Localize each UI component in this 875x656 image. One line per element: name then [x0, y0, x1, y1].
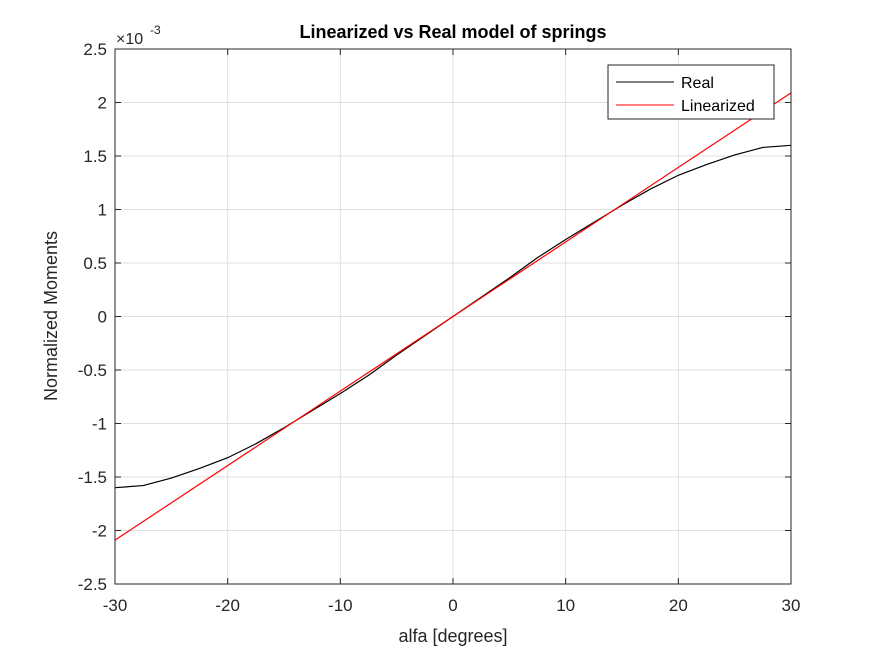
y-exponent: ×10 -3	[116, 23, 161, 48]
ticks: -30 -20 -10 0 10 20 30 -2.5 -2 -1.5 -1 -0.5 0 0.5 1 1.5…	[78, 40, 801, 615]
x-tick-label: -10	[328, 596, 353, 615]
y-tick-label: -0.5	[78, 361, 107, 380]
y-tick-label: -1.5	[78, 468, 107, 487]
x-axis-label: alfa [degrees]	[398, 626, 507, 646]
x-tick-label: 10	[556, 596, 575, 615]
x-tick-label: -20	[215, 596, 240, 615]
y-tick-label: -1	[92, 415, 107, 434]
y-axis-label: Normalized Moments	[41, 231, 61, 401]
series-layer	[114, 92, 792, 541]
y-tick-label: 1.5	[83, 147, 107, 166]
legend-label-linearized: Linearized	[681, 98, 755, 115]
x-tick-label: 20	[669, 596, 688, 615]
y-tick-label: -2.5	[78, 575, 107, 594]
series-line-linearized	[114, 92, 792, 541]
x-tick-label: 30	[782, 596, 801, 615]
y-tick-label: 0	[98, 308, 107, 327]
x-tick-label: -30	[103, 596, 128, 615]
chart-title: Linearized vs Real model of springs	[299, 22, 606, 42]
legend: Real Linearized	[607, 64, 775, 120]
x-tick-label: 0	[448, 596, 457, 615]
y-tick-label: 2.5	[83, 40, 107, 59]
legend-box	[607, 64, 775, 120]
y-tick-label: 1	[98, 201, 107, 220]
y-exponent-base: ×10	[116, 31, 143, 48]
y-exponent-power: -3	[150, 23, 161, 37]
y-tick-label: -2	[92, 522, 107, 541]
y-tick-label: 2	[98, 94, 107, 113]
legend-label-real: Real	[681, 75, 714, 92]
y-tick-label: 0.5	[83, 254, 107, 273]
plot-area: -30 -20 -10 0 10 20 30 -2.5 -2 -1.5 -1 -0.5 0 0.5 1 1.5…	[78, 40, 801, 615]
